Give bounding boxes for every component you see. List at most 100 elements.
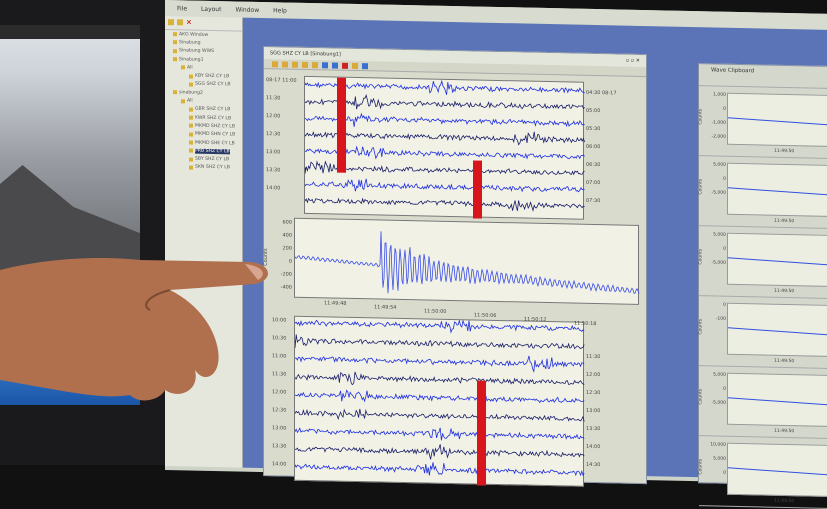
y-axis-label: Counts bbox=[698, 108, 704, 125]
station-icon bbox=[189, 123, 193, 128]
menu-layout[interactable]: Layout bbox=[201, 5, 222, 14]
y-tick: -5,000 bbox=[711, 190, 726, 196]
tree-item[interactable]: SKN SHZ CY LB bbox=[165, 163, 242, 173]
time-label: 13:00 bbox=[266, 149, 281, 156]
y-tick: 0 bbox=[288, 258, 292, 265]
spectrogram-icon[interactable] bbox=[332, 62, 338, 69]
tool-icon[interactable] bbox=[282, 61, 288, 68]
seismic-trace bbox=[295, 408, 585, 422]
time-label: 11:49:50 bbox=[774, 428, 795, 435]
tool-icon[interactable] bbox=[302, 61, 308, 68]
seismic-trace bbox=[295, 318, 585, 334]
time-label: 11:49:50 bbox=[774, 498, 795, 505]
seismic-trace bbox=[295, 389, 585, 404]
refresh-icon[interactable] bbox=[362, 63, 368, 70]
tree-item-label: All bbox=[187, 65, 193, 71]
time-label: 12:00 bbox=[272, 389, 287, 396]
y-tick: -5,000 bbox=[711, 260, 726, 266]
tree-item-label: SGG SHZ CY LB bbox=[195, 82, 231, 88]
tree-item-label: MKMD SHN CY LB bbox=[195, 131, 236, 138]
menu-window[interactable]: Window bbox=[235, 6, 260, 14]
clipboard-panel[interactable]: Counts 11:49:50 1,000 0 -1,000 -2,000 bbox=[698, 86, 827, 160]
delete-icon[interactable] bbox=[342, 62, 348, 69]
clip-plot bbox=[727, 372, 827, 428]
station-icon bbox=[189, 115, 193, 120]
y-axis-label: Counts bbox=[698, 248, 704, 265]
time-label: 12:30 bbox=[266, 131, 281, 138]
time-label: 06:00 bbox=[586, 143, 601, 151]
time-label: 11:49:50 bbox=[774, 218, 795, 225]
y-tick: -100 bbox=[715, 316, 726, 322]
y-tick: 0 bbox=[723, 386, 726, 392]
clip-trace bbox=[728, 327, 827, 337]
time-label: 04:30 08-17 bbox=[586, 89, 617, 97]
clipboard-panel[interactable]: Counts 11:49:50 10,000 5,000 0 bbox=[699, 436, 827, 509]
tree-item-label: All bbox=[187, 98, 193, 104]
folder-icon[interactable] bbox=[168, 19, 174, 26]
station-icon bbox=[189, 74, 193, 79]
time-label: 07:30 bbox=[586, 197, 601, 205]
folder-icon bbox=[181, 65, 185, 70]
tree-item-label: Sinabung bbox=[179, 40, 201, 46]
open-icon[interactable] bbox=[177, 19, 183, 26]
helicorder-top[interactable] bbox=[304, 75, 585, 220]
folder-icon bbox=[173, 32, 177, 37]
x-tick: 11:50:06 bbox=[474, 312, 497, 319]
folder-icon bbox=[173, 48, 177, 53]
station-icon bbox=[189, 132, 193, 137]
seismic-trace bbox=[295, 371, 585, 386]
station-tree: ✕ AKG Window Sinabung Sinabung WWS Sinabung… bbox=[165, 16, 243, 468]
clip-trace bbox=[728, 117, 827, 127]
y-tick: 5,000 bbox=[713, 162, 726, 168]
time-label: 12:30 bbox=[272, 407, 287, 414]
tree-item-label: AKG Window bbox=[179, 31, 209, 38]
y-tick: -400 bbox=[280, 284, 292, 291]
y-axis-label: Counts bbox=[698, 178, 704, 195]
tree-item-label: KBY SHZ CY LB bbox=[195, 73, 230, 80]
time-label: 13:30 bbox=[586, 425, 601, 433]
y-tick: 0 bbox=[723, 470, 726, 476]
y-tick: 0 bbox=[723, 106, 726, 112]
close-icon[interactable]: ✕ bbox=[186, 18, 192, 27]
helicorder-bottom[interactable] bbox=[294, 315, 585, 487]
tool-icon[interactable] bbox=[352, 62, 358, 70]
desktop-area: SGG SHZ CY LB [Sinabung1] ▫ ▫ ✕ 08-17 11:… bbox=[243, 17, 827, 509]
event-marker bbox=[337, 77, 346, 173]
clip-trace bbox=[728, 397, 827, 407]
menu-file[interactable]: File bbox=[177, 5, 188, 13]
tree-item-label: SKN SHZ CY LB bbox=[195, 165, 230, 171]
window-controls[interactable]: ▫ ▫ ✕ bbox=[625, 57, 640, 64]
y-tick: 5,000 bbox=[713, 456, 726, 462]
clipboard-panel[interactable]: Counts 11:49:50 5,000 0 -5,000 bbox=[699, 366, 827, 440]
y-tick: 0 bbox=[723, 302, 726, 308]
x-tick: 11:49:48 bbox=[324, 300, 347, 307]
zoomed-waveform[interactable] bbox=[294, 217, 640, 305]
time-label: 13:30 bbox=[266, 167, 281, 174]
tool-icon[interactable] bbox=[272, 61, 278, 68]
menu-help[interactable]: Help bbox=[273, 7, 287, 15]
time-label: 10:30 bbox=[272, 335, 287, 342]
station-icon bbox=[189, 148, 193, 153]
y-tick: -200 bbox=[280, 271, 292, 278]
tool-icon[interactable] bbox=[312, 62, 318, 69]
tree-item-label: Sinabung1 bbox=[179, 56, 204, 63]
seismic-trace bbox=[295, 334, 585, 350]
volcano-image bbox=[0, 165, 140, 285]
seismic-trace bbox=[305, 131, 585, 146]
clip-plot bbox=[727, 442, 827, 498]
time-label: 06:30 bbox=[586, 161, 601, 169]
time-label: 05:30 bbox=[586, 125, 601, 133]
clip-trace bbox=[728, 257, 827, 267]
clip-trace bbox=[728, 187, 827, 197]
clipboard-panel[interactable]: Counts 11:49:50 5,000 0 -5,000 bbox=[698, 226, 827, 300]
background-monitor bbox=[0, 25, 140, 405]
station-icon bbox=[189, 165, 193, 170]
x-tick: 11:49:54 bbox=[374, 304, 397, 311]
zoom-icon[interactable] bbox=[322, 62, 328, 69]
time-label: 14:00 bbox=[266, 185, 281, 192]
clipboard-panel[interactable]: Counts 11:49:50 5,000 0 -5,000 bbox=[698, 156, 827, 230]
tool-icon[interactable] bbox=[292, 61, 298, 68]
clipboard-panel[interactable]: Counts 11:49:50 0 -100 bbox=[699, 296, 827, 370]
seismic-trace bbox=[295, 444, 585, 460]
tree-item-label: MKMD SHE CY LB bbox=[195, 140, 235, 146]
